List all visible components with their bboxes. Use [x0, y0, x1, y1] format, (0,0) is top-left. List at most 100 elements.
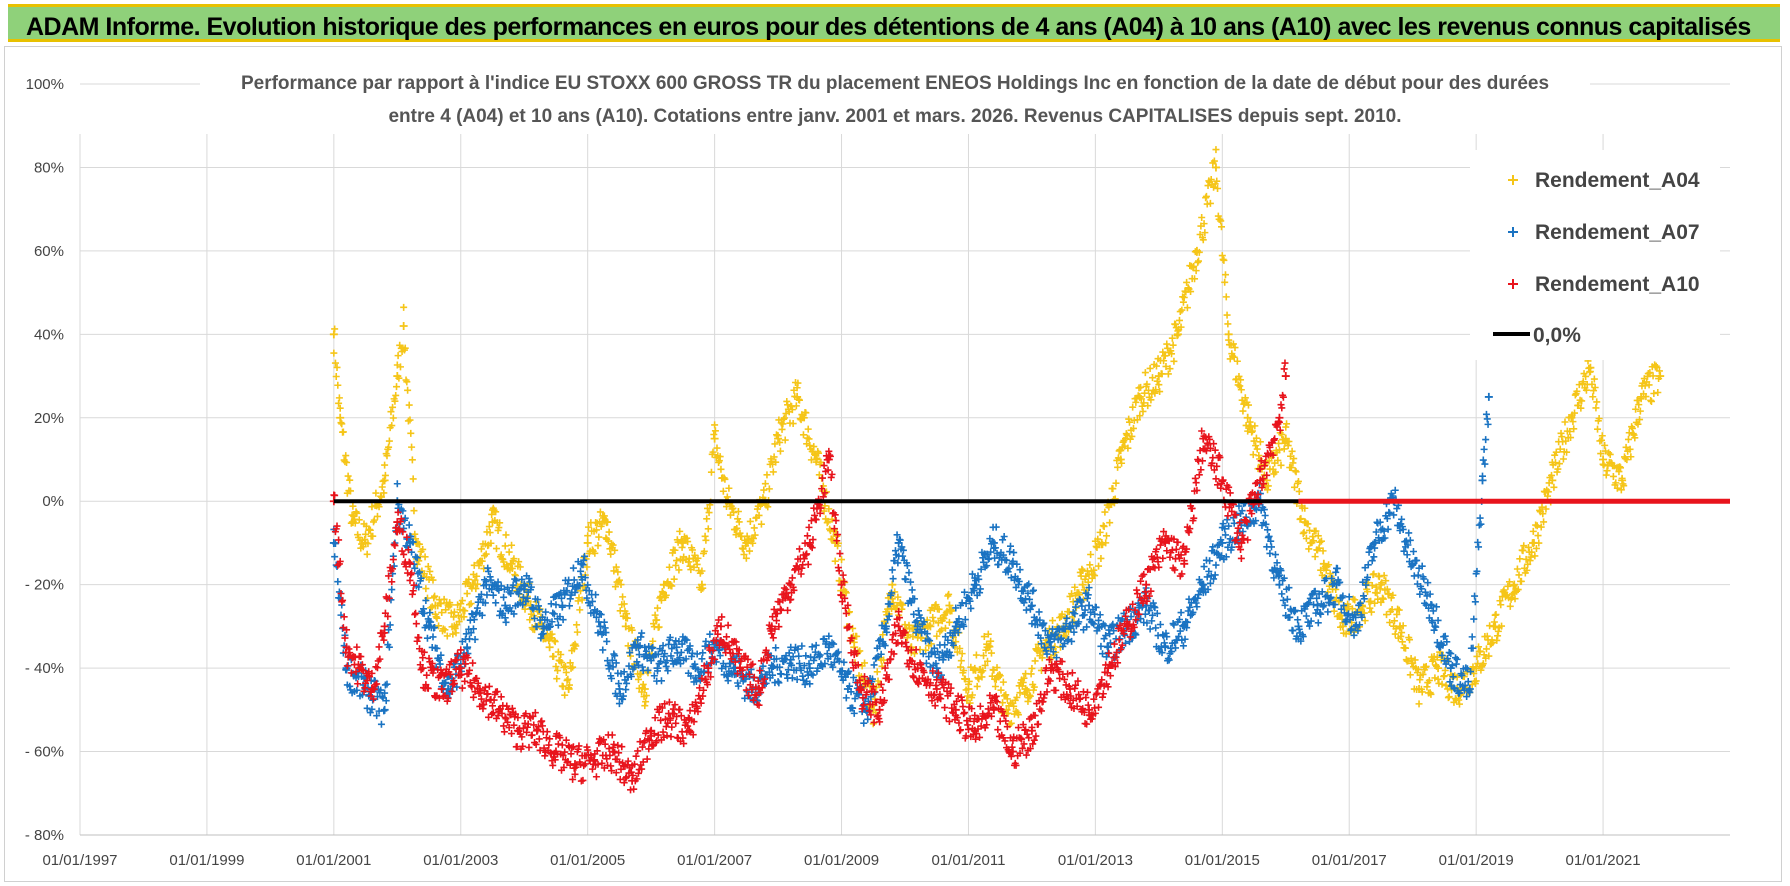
data-point-a04-19: [640, 684, 649, 693]
data-point-a04-74: [1656, 372, 1665, 381]
data-point-a07-58: [1408, 559, 1417, 568]
data-point-a04-49: [1192, 246, 1201, 255]
data-point-a10-2: [355, 664, 364, 673]
x-axis-ticks: 01/01/1997 01/01/1999 01/01/2001 01/01/2003…: [42, 852, 1640, 869]
chart-title-background: [200, 64, 1590, 132]
data-point-a07-51: [1275, 580, 1284, 589]
data-point-a07-8: [463, 643, 472, 652]
data-point-a04-2: [348, 518, 357, 527]
data-point-a07-19: [672, 643, 681, 652]
data-point-a04-48: [1173, 330, 1182, 339]
data-point-a10-38: [989, 705, 998, 714]
data-point-a04-11: [488, 518, 497, 527]
chart-title-line-1: Performance par rapport à l'indice EU ST…: [241, 73, 1549, 94]
data-point-a10-6: [406, 559, 414, 568]
data-point-a10-42: [1066, 684, 1074, 693]
data-point-a07-13: [558, 601, 567, 610]
page-title: ADAM Informe. Evolution historique des p…: [26, 13, 1751, 41]
data-point-a04-27: [774, 434, 783, 443]
data-point-a10-10: [475, 684, 484, 693]
data-point-a07-41: [1085, 601, 1094, 610]
data-point-a07-52: [1294, 622, 1303, 631]
data-point-a04-54: [1281, 434, 1290, 443]
data-point-a04-55: [1300, 518, 1309, 527]
data-point-a10-32: [875, 705, 884, 714]
data-point-a10-1: [342, 643, 351, 652]
data-point-a10-34: [913, 664, 922, 673]
data-point-a04-37: [964, 684, 973, 693]
data-point-a07-38: [1027, 601, 1036, 610]
data-point-a10-23: [716, 622, 725, 631]
data-point-a04-10: [469, 580, 478, 589]
x-tick-label: 01/01/2011: [931, 852, 1005, 869]
y-tick-label: - 80%: [25, 827, 64, 844]
data-point-a07-27: [824, 643, 833, 652]
x-tick-label: 01/01/2005: [550, 852, 625, 869]
data-point-a07-24: [767, 664, 776, 673]
data-point-a04-8: [431, 601, 440, 610]
data-point-a04-67: [1529, 538, 1538, 547]
legend-marker-a07: [1508, 227, 1518, 237]
y-tick-label: 20%: [34, 410, 64, 427]
data-point-a04-4: [380, 476, 389, 485]
data-point-a07-37: [1008, 559, 1017, 568]
legend: Rendement_A04 Rendement_A07 Rendement_A10 0…: [1470, 150, 1720, 360]
data-point-a04-73: [1637, 392, 1646, 401]
legend-marker-a10: [1508, 279, 1518, 289]
data-point-a07-31: [894, 538, 903, 547]
data-point-a10-18: [628, 776, 637, 785]
data-point-a04-72: [1618, 476, 1627, 485]
data-point-a07-54: [1332, 580, 1341, 589]
data-point-a10-43: [1085, 705, 1094, 714]
data-point-a04-15: [564, 684, 573, 693]
data-point-a04-50: [1211, 163, 1220, 172]
data-point-a07-25: [786, 655, 795, 664]
x-tick-label: 01/01/2013: [1058, 852, 1133, 869]
data-point-a10-27: [786, 580, 795, 589]
data-point-a04-71: [1599, 455, 1608, 464]
data-point-a07-12: [539, 622, 548, 631]
data-point-a04-57: [1338, 622, 1347, 631]
legend-background: [1470, 150, 1720, 360]
data-point-a04-12: [507, 559, 516, 568]
data-point-a07-16: [615, 684, 624, 693]
data-point-a10-40: [1027, 726, 1036, 735]
data-point-a07-10: [501, 601, 510, 610]
data-point-a10-33: [894, 622, 903, 631]
x-tick-label: 01/01/2017: [1312, 852, 1387, 869]
legend-marker-a04: [1508, 175, 1518, 185]
data-point-a04-52: [1243, 413, 1252, 422]
data-point-a07-39: [1046, 643, 1055, 652]
data-point-a07-11: [520, 580, 529, 589]
data-point-a04-69: [1567, 413, 1576, 422]
data-point-a07-48: [1218, 538, 1227, 547]
legend-label-a07: Rendement_A07: [1535, 221, 1700, 244]
data-point-a10-51: [1237, 538, 1246, 547]
data-point-a07-32: [913, 622, 922, 631]
data-point-a10-44: [1104, 664, 1113, 673]
data-point-a10-31: [856, 684, 865, 693]
data-point-a07-62: [1478, 476, 1487, 485]
data-point-a07-28: [843, 684, 852, 693]
data-point-a10-47: [1161, 538, 1170, 547]
data-point-a04-28: [793, 392, 802, 401]
data-point-a04-45: [1116, 455, 1125, 464]
data-point-a04-38: [983, 643, 992, 652]
data-point-a10-26: [767, 622, 776, 631]
data-point-a10-45: [1123, 622, 1132, 631]
data-point-a04-1: [336, 413, 345, 422]
data-point-a04-47: [1154, 372, 1163, 381]
data-point-a10-21: [685, 726, 694, 735]
x-tick-label: 01/01/1997: [42, 852, 117, 869]
data-point-a10-9: [456, 664, 465, 673]
data-point-a07-55: [1351, 622, 1360, 631]
data-point-a04-51: [1224, 330, 1233, 339]
data-point-a04-60: [1396, 622, 1404, 631]
data-point-a07-17: [634, 643, 643, 652]
legend-label-a04: Rendement_A04: [1535, 169, 1700, 192]
data-point-a10-13: [532, 726, 541, 735]
data-point-a04-3: [361, 538, 370, 547]
data-point-a07-47: [1199, 580, 1208, 589]
data-point-a10-3: [367, 684, 376, 693]
data-point-a07-33: [932, 664, 941, 673]
